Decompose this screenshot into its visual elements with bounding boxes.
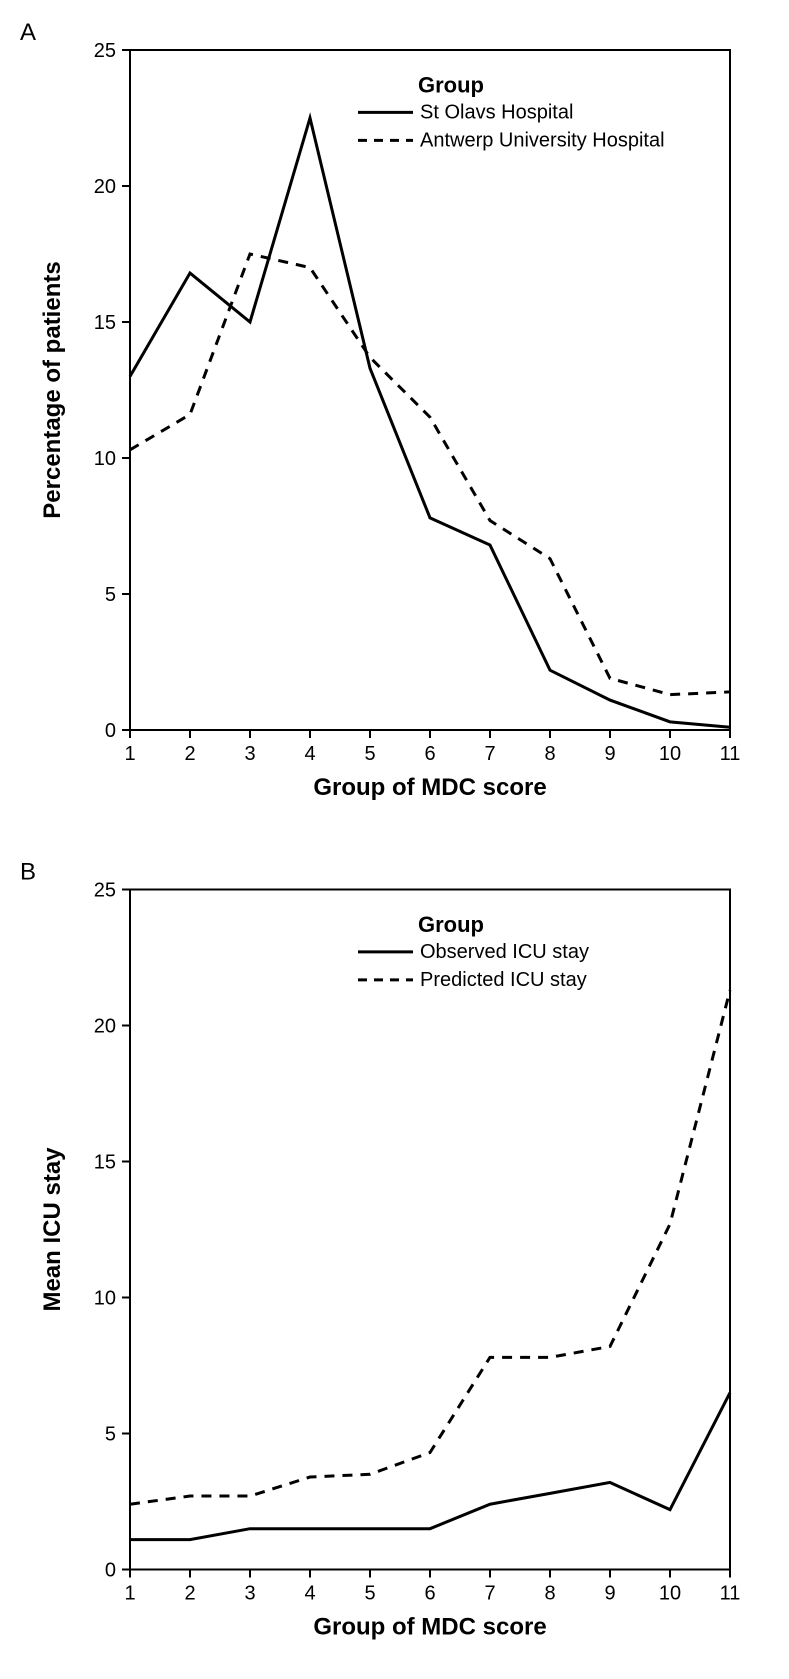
x-tick-label: 10 [659, 743, 681, 765]
x-axis-label: Group of MDC score [313, 1614, 546, 1641]
x-tick-label: 10 [659, 1583, 681, 1605]
y-tick-label: 10 [94, 448, 116, 470]
x-tick-label: 8 [544, 743, 555, 765]
y-tick-label: 20 [94, 1016, 116, 1038]
x-tick-label: 5 [364, 1583, 375, 1605]
panel-B: B 1 2 3 4 5 6 7 8 9 10 11 0 5 10 15 20 25 Group of MDC sco… [20, 859, 740, 1641]
y-tick-label: 0 [105, 1560, 116, 1582]
y-tick-label: 0 [105, 720, 116, 742]
x-tick-label: 1 [124, 1583, 135, 1605]
y-tick-label: 20 [94, 176, 116, 198]
legend: Group St Olavs Hospital Antwerp University… [358, 72, 665, 151]
panel-label: B [20, 859, 36, 886]
legend-title: Group [418, 912, 484, 937]
y-tick-label: 25 [94, 880, 116, 902]
x-tick-label: 3 [244, 743, 255, 765]
x-tick-label: 11 [720, 743, 741, 765]
x-tick-label: 8 [544, 1583, 555, 1605]
legend-title: Group [418, 72, 484, 97]
legend-item-label: Observed ICU stay [420, 941, 589, 963]
y-tick-label: 15 [94, 312, 116, 334]
y-tick-label: 10 [94, 1288, 116, 1310]
legend-item-label: Antwerp University Hospital [420, 129, 665, 151]
y-tick-label: 5 [105, 1424, 116, 1446]
x-tick-label: 6 [424, 1583, 435, 1605]
series-line [130, 118, 730, 727]
plot-border [130, 50, 730, 730]
x-tick-label: 9 [604, 743, 615, 765]
series-line [130, 1393, 730, 1540]
y-axis-label: Percentage of patients [39, 261, 66, 518]
x-axis-label: Group of MDC score [313, 774, 546, 801]
plot-border [130, 890, 730, 1570]
x-tick-label: 7 [484, 743, 495, 765]
x-tick-label: 1 [124, 743, 135, 765]
panel-A: A 1 2 3 4 5 6 7 8 9 10 11 0 5 10 15 20 25 Group of MDC sco… [20, 19, 740, 801]
figure-container: A12345678910110510152025Group of MDC sco… [0, 0, 789, 1679]
y-tick-label: 15 [94, 1152, 116, 1174]
legend-item-label: St Olavs Hospital [420, 101, 573, 123]
x-tick-label: 4 [304, 1583, 315, 1605]
x-tick-label: 6 [424, 743, 435, 765]
legend-item-label: Predicted ICU stay [420, 969, 587, 991]
series-line [130, 990, 730, 1504]
y-axis-label: Mean ICU stay [39, 1147, 66, 1312]
y-tick-label: 5 [105, 584, 116, 606]
y-tick-label: 25 [94, 40, 116, 62]
x-tick-label: 9 [604, 1583, 615, 1605]
x-tick-label: 7 [484, 1583, 495, 1605]
x-tick-label: 5 [364, 743, 375, 765]
legend: Group Observed ICU stay Predicted ICU stay [358, 912, 589, 991]
x-tick-label: 11 [720, 1583, 741, 1605]
x-tick-label: 4 [304, 743, 315, 765]
x-tick-label: 3 [244, 1583, 255, 1605]
x-tick-label: 2 [184, 743, 195, 765]
x-tick-label: 2 [184, 1583, 195, 1605]
series-line [130, 254, 730, 695]
panel-label: A [20, 19, 36, 46]
chart-svg: A12345678910110510152025Group of MDC sco… [0, 0, 789, 1679]
